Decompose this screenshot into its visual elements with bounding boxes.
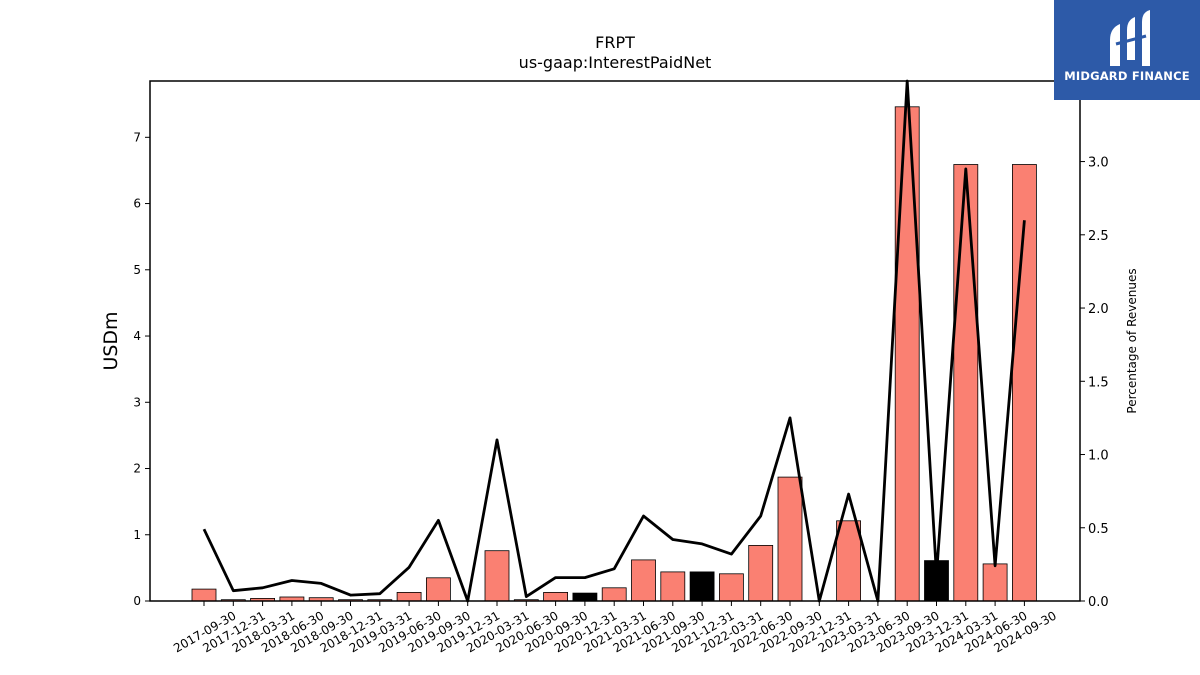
y-right-tick-label: 0.5 (1088, 522, 1109, 537)
bar (689, 571, 715, 602)
y-tick-label: 0 (133, 594, 141, 608)
chart-subtitle: us-gaap:InterestPaidNet (519, 53, 712, 72)
y-tick-label: 3 (133, 395, 141, 409)
bar (572, 592, 598, 602)
bar (660, 571, 686, 602)
y-right-tick-label: 2.0 (1088, 302, 1109, 317)
y-tick-label: 4 (133, 329, 141, 343)
y-tick-label: 1 (133, 528, 141, 542)
bar (631, 559, 656, 602)
bar (719, 573, 744, 602)
y-axis-label: USDm (100, 311, 122, 370)
midgard-finance-logo: MIDGARD FINANCE (1054, 0, 1200, 100)
line-series (202, 79, 1026, 603)
chart-title: FRPT (595, 33, 635, 52)
bar (982, 563, 1008, 602)
bar (894, 106, 920, 602)
bar (836, 520, 861, 602)
y-tick-label: 7 (133, 130, 141, 144)
y-right-tick-label: 1.0 (1088, 449, 1109, 464)
bar (396, 592, 422, 602)
y-tick-label: 5 (133, 263, 141, 277)
y-axis-right-label: Percentage of Revenues (1125, 268, 1139, 413)
bar (543, 592, 568, 602)
bar (425, 577, 451, 602)
bar (484, 550, 510, 602)
bar (953, 164, 979, 602)
y-right-tick-label: 0.0 (1088, 595, 1109, 610)
plot-frame (149, 80, 1081, 602)
bar (748, 545, 774, 602)
y-tick-label: 6 (133, 197, 141, 211)
bar (601, 587, 627, 602)
bar (777, 476, 803, 602)
y-right-tick-label: 3.0 (1088, 156, 1109, 171)
y-right-tick-label: 1.5 (1088, 375, 1109, 390)
midgard-logo-icon (1110, 10, 1150, 66)
y-tick-label: 2 (133, 462, 141, 476)
logo-text: MIDGARD FINANCE (1064, 69, 1190, 83)
bar (191, 588, 217, 602)
y-right-tick-label: 2.5 (1088, 229, 1109, 244)
